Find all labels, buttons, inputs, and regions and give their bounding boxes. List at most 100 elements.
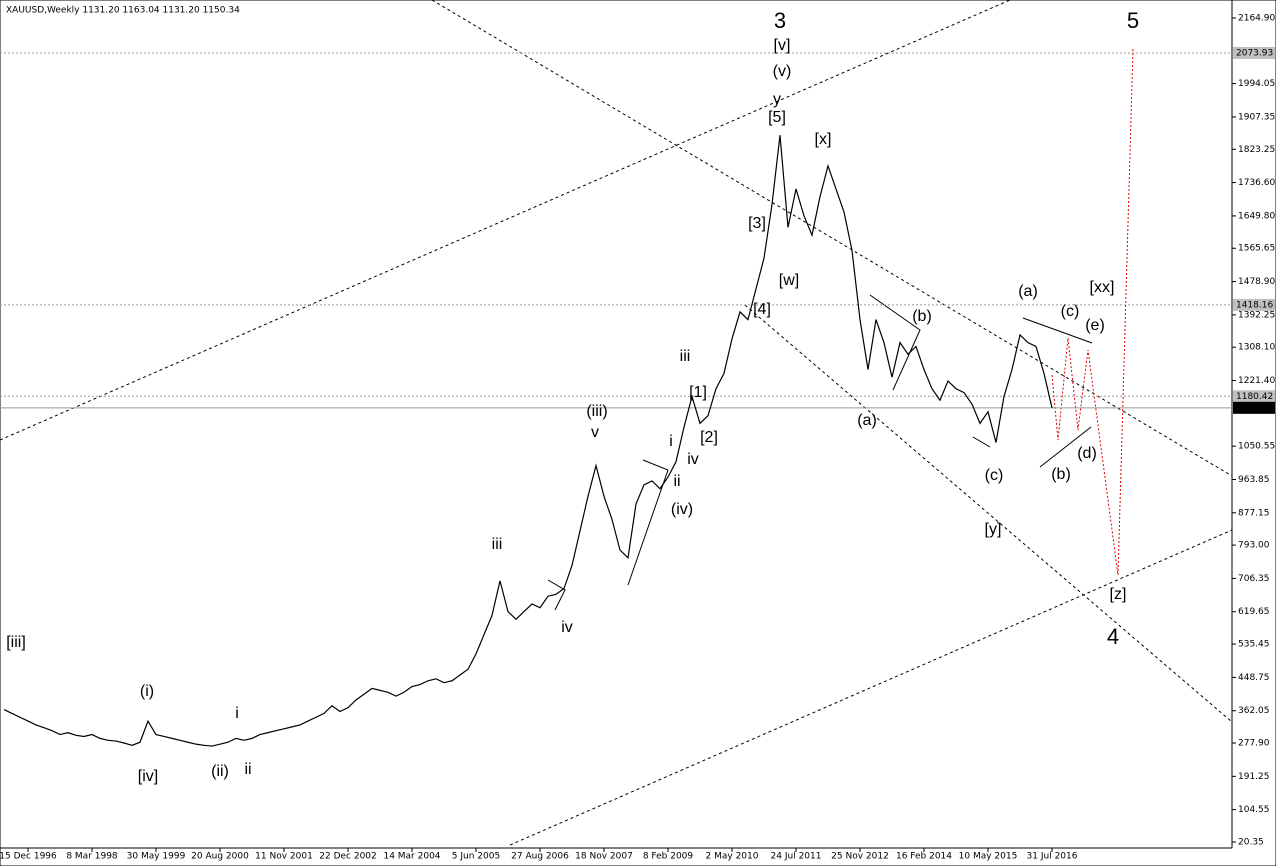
y-tick-label: 20.35 [1238, 838, 1264, 848]
y-tick-label: 1478.90 [1238, 277, 1275, 287]
wave-label: (v) [773, 63, 792, 80]
y-tick-label: 1392.25 [1238, 310, 1275, 320]
price-level-label: 1418.16 [1236, 300, 1273, 310]
y-tick-label: 1221.40 [1238, 376, 1275, 386]
x-tick-label: 22 Dec 2002 [319, 852, 377, 862]
x-tick-label: 15 Dec 1996 [0, 852, 57, 862]
triangle-line [547, 579, 566, 611]
wave-label: [2] [700, 429, 718, 446]
x-tick-label: 14 Mar 2004 [383, 852, 440, 862]
wave-label: [v] [774, 37, 791, 54]
y-tick-label: 535.45 [1238, 640, 1270, 650]
wave-label: (c) [1061, 303, 1080, 320]
wave-label: y [773, 91, 781, 108]
triangle-line [972, 436, 991, 448]
projection-path [1051, 47, 1134, 576]
y-tick-label: 1050.55 [1238, 442, 1275, 452]
wave-label: (b) [1051, 466, 1071, 483]
wave-label: iv [561, 619, 573, 636]
wave-label: (b) [912, 308, 932, 325]
y-tick-label: 362.05 [1238, 706, 1270, 716]
trend-lines [0, 0, 1233, 846]
channel-line [744, 304, 1233, 723]
wave-label: [3] [748, 215, 766, 232]
wave-label: (iv) [671, 501, 693, 518]
y-tick-label: 619.65 [1238, 607, 1270, 617]
x-tick-label: 10 May 2015 [959, 852, 1018, 862]
wave-label: [z] [1110, 586, 1127, 603]
triangle-line [1022, 317, 1093, 344]
y-tick-label: 448.75 [1238, 673, 1270, 683]
x-tick-label: 2 May 2010 [706, 852, 759, 862]
y-tick-label: 191.25 [1238, 772, 1270, 782]
wave-label: iii [492, 536, 503, 553]
wave-label: ii [673, 473, 680, 490]
wave-label: [y] [985, 521, 1002, 538]
wave-label: [iii] [6, 634, 26, 651]
price-line [3, 135, 1053, 747]
channel-line [509, 529, 1233, 846]
y-tick-label: 793.00 [1238, 541, 1270, 551]
x-tick-label: 11 Nov 2001 [255, 852, 313, 862]
wave-label: 5 [1127, 8, 1139, 33]
x-tick-label: 25 Nov 2012 [831, 852, 889, 862]
wave-label: iii [680, 348, 691, 365]
wave-label: (e) [1085, 317, 1105, 334]
chart-title: XAUUSD,Weekly 1131.20 1163.04 1131.20 11… [6, 6, 240, 16]
y-tick-label: 1823.25 [1238, 145, 1275, 155]
wave-label: [5] [768, 109, 786, 126]
channel-line [431, 0, 1233, 477]
price-level-label: 2073.93 [1236, 48, 1273, 58]
price-level-label: 1180.42 [1236, 392, 1273, 402]
wave-label: [iv] [138, 768, 158, 785]
wave-label: [xx] [1090, 279, 1115, 296]
y-tick-label: 2164.90 [1238, 14, 1275, 24]
triangle-line [1039, 426, 1092, 468]
wave-label: i [669, 433, 673, 450]
wave-label: (c) [985, 467, 1004, 484]
x-tick-label: 27 Aug 2006 [511, 852, 569, 862]
y-tick-label: 1907.35 [1238, 112, 1275, 122]
x-tick-label: 31 Jul 2016 [1027, 852, 1078, 862]
wave-label: (a) [1018, 283, 1038, 300]
wave-label: [w] [779, 272, 799, 289]
y-tick-label: 706.35 [1238, 574, 1270, 584]
wave-label: (i) [140, 683, 154, 700]
price-level-box [1233, 390, 1275, 403]
y-tick-label: 1994.05 [1238, 79, 1275, 89]
x-tick-label: 16 Feb 2014 [896, 852, 952, 862]
wave-label: 4 [1107, 624, 1119, 649]
triangle-line [869, 294, 921, 391]
y-tick-label: 1649.80 [1238, 211, 1275, 221]
y-tick-label: 104.55 [1238, 805, 1270, 815]
y-tick-label: 963.85 [1238, 475, 1270, 485]
price-level-box [1233, 401, 1275, 414]
y-tick-label: 1736.60 [1238, 178, 1275, 188]
x-tick-label: 20 Aug 2000 [191, 852, 249, 862]
wave-label: 3 [774, 8, 786, 33]
y-tick-label: 277.90 [1238, 739, 1270, 749]
price-level-box [1233, 46, 1275, 59]
wave-label: ii [244, 761, 251, 778]
wave-label: (d) [1077, 445, 1097, 462]
wave-label: v [591, 424, 599, 441]
y-tick-label: 877.15 [1238, 508, 1270, 518]
channel-line [0, 0, 1011, 441]
x-tick-label: 8 Feb 2009 [643, 852, 694, 862]
wave-label: (ii) [211, 763, 229, 780]
x-tick-label: 24 Jul 2011 [771, 852, 822, 862]
x-tick-label: 5 Jun 2005 [452, 852, 500, 862]
wave-label: (a) [857, 412, 877, 429]
triangle-line [627, 459, 669, 586]
wave-label: iv [687, 451, 699, 468]
x-tick-label: 8 Mar 1998 [66, 852, 118, 862]
wave-label: [4] [753, 301, 771, 318]
price-level-box [1233, 298, 1275, 311]
wave-label: i [235, 705, 239, 722]
price-level-label: 1150.34 [1236, 403, 1273, 413]
x-tick-label: 30 May 1999 [127, 852, 186, 862]
wave-label: [1] [689, 384, 707, 401]
y-tick-label: 1565.65 [1238, 244, 1275, 254]
